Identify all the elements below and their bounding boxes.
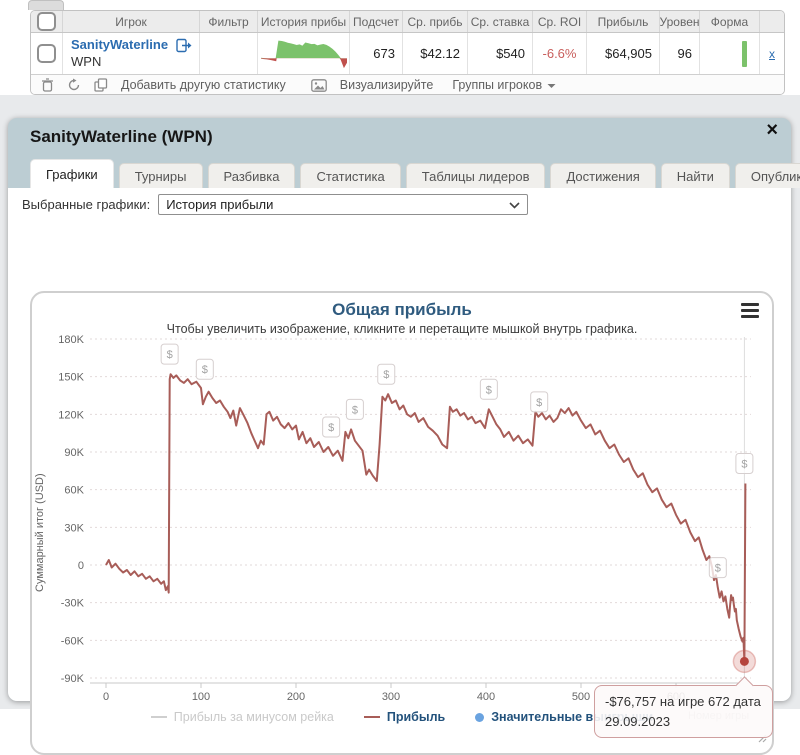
player-name-link[interactable]: SanityWaterline	[71, 37, 169, 53]
svg-text:$: $	[202, 364, 208, 376]
form-cell	[700, 33, 760, 74]
caret-down-icon	[547, 78, 556, 92]
svg-text:$: $	[383, 369, 389, 381]
svg-text:200: 200	[287, 691, 305, 703]
svg-text:-60K: -60K	[61, 635, 85, 647]
column-header-11[interactable]	[760, 11, 784, 32]
column-header-2[interactable]: Фильтр	[200, 11, 258, 32]
svg-text:180K: 180K	[58, 334, 84, 346]
filter-cell[interactable]	[200, 33, 258, 74]
chevron-down-icon	[509, 197, 520, 212]
form-indicator	[742, 40, 747, 67]
svg-text:60K: 60K	[64, 485, 84, 497]
svg-text:90K: 90K	[64, 447, 84, 459]
player-detail-panel: SanityWaterline (WPN) × Графики Турниры Ра…	[8, 118, 800, 755]
svg-text:$: $	[536, 397, 542, 409]
column-header-8[interactable]: Прибыль	[587, 11, 660, 32]
column-header-10[interactable]: Форма	[700, 11, 760, 32]
add-statistic-button[interactable]: Добавить другую статистику	[121, 78, 286, 92]
player-cell: SanityWaterline WPN	[63, 33, 200, 74]
tab-7[interactable]: Опубликовать	[734, 163, 800, 188]
profit-value: $64,905	[587, 33, 660, 74]
legend-line-symbol	[363, 716, 380, 718]
avg-profit-value: $42.12	[403, 33, 468, 74]
column-header-6[interactable]: Ср. ставка	[468, 11, 533, 32]
svg-text:100: 100	[192, 691, 210, 703]
legend-item-1[interactable]: Прибыль	[363, 710, 446, 724]
row-checkbox[interactable]	[37, 44, 56, 63]
count-value: 673	[350, 33, 403, 74]
svg-text:$: $	[486, 384, 492, 396]
avg-roi-value: -6.6%	[533, 33, 587, 74]
svg-text:300: 300	[382, 691, 400, 703]
svg-text:150K: 150K	[58, 372, 84, 384]
panel-body: Выбранные графики: История прибыли Общая…	[8, 188, 791, 755]
column-header-9[interactable]: Уровен	[660, 11, 700, 32]
svg-text:0: 0	[78, 560, 84, 572]
tab-2[interactable]: Разбивка	[207, 163, 296, 188]
clipped-element-stub	[28, 0, 64, 10]
chart-tooltip: -$76,757 на игре 672 дата 29.09.2023	[594, 676, 773, 738]
table-toolbar: Добавить другую статистику Визуализируйт…	[31, 75, 784, 94]
tooltip-line1: -$76,757 на игре 672 дата	[605, 694, 761, 709]
legend-item-0[interactable]: Прибыль за минусом рейка	[150, 710, 334, 724]
column-header-3[interactable]: История прибы	[258, 11, 350, 32]
tooltip-line2: 29.09.2023	[605, 713, 671, 729]
chart-plot-area[interactable]: 180K 150K 120K 90K 60K 30K 0 -30K -60K -90K 0 100 20…	[32, 293, 772, 753]
legend-label: Прибыль за минусом рейка	[173, 710, 334, 724]
avg-stake-value: $540	[468, 33, 533, 74]
svg-text:$: $	[167, 349, 173, 361]
profit-chart-card: Общая прибыль Чтобы увеличить изображени…	[30, 291, 774, 755]
panel-title: SanityWaterline (WPN)	[30, 127, 213, 146]
svg-text:$: $	[741, 459, 747, 471]
table-row: SanityWaterline WPN 673 $42.12 $540 -6.6…	[31, 33, 784, 75]
column-header-5[interactable]: Ср. прибь	[403, 11, 468, 32]
column-header-1[interactable]: Игрок	[63, 11, 200, 32]
svg-text:-30K: -30K	[61, 598, 85, 610]
close-button[interactable]: ×	[766, 119, 778, 141]
visualize-button[interactable]: Визуализируйте	[339, 78, 434, 92]
svg-text:0: 0	[103, 691, 109, 703]
tab-bar: Графики Турниры Разбивка Статистика Таблицы …	[30, 158, 800, 188]
profit-history-sparkline[interactable]	[258, 33, 350, 74]
chart-select-label: Выбранные графики:	[22, 197, 151, 212]
player-network: WPN	[71, 53, 102, 69]
chart-select[interactable]: История прибыли	[158, 194, 529, 215]
svg-text:120K: 120K	[58, 409, 84, 421]
legend-label: Прибыль	[386, 710, 446, 724]
column-header-7[interactable]: Ср. ROI	[533, 11, 587, 32]
player-groups-dropdown[interactable]: Группы игроков	[452, 78, 556, 92]
svg-text:500: 500	[572, 691, 590, 703]
copy-icon[interactable]	[94, 78, 108, 92]
tab-3[interactable]: Статистика	[300, 163, 401, 188]
chart-subtitle: Чтобы увеличить изображение, кликните и …	[166, 322, 638, 336]
trash-icon[interactable]	[41, 78, 54, 92]
column-header-0[interactable]	[31, 11, 63, 32]
players-table: Игрок Фильтр История прибы Подсчет Ср. прибь…	[30, 10, 785, 95]
legend-line-symbol	[150, 716, 167, 718]
svg-text:$: $	[715, 563, 721, 575]
chart-menu-button[interactable]	[741, 303, 759, 318]
sparkline-chart	[260, 40, 347, 68]
tab-6[interactable]: Найти	[660, 163, 730, 188]
refresh-icon[interactable]	[67, 78, 81, 92]
svg-text:30K: 30K	[64, 522, 84, 534]
remove-column-link[interactable]: x	[769, 46, 775, 61]
svg-text:400: 400	[477, 691, 495, 703]
table-header-row: Игрок Фильтр История прибы Подсчет Ср. прибь…	[31, 11, 784, 33]
tab-1[interactable]: Турниры	[118, 163, 203, 188]
tab-4[interactable]: Таблицы лидеров	[405, 163, 546, 188]
export-icon[interactable]	[176, 38, 193, 53]
tab-0[interactable]: Графики	[30, 159, 114, 188]
svg-text:$: $	[328, 422, 334, 434]
level-value: 96	[660, 33, 700, 74]
column-header-4[interactable]: Подсчет	[350, 11, 403, 32]
select-all-checkbox[interactable]	[37, 12, 56, 31]
svg-text:-90K: -90K	[61, 673, 85, 685]
svg-text:$: $	[352, 404, 358, 416]
tab-5[interactable]: Достижения	[550, 163, 656, 188]
chart-title: Общая прибыль	[332, 300, 472, 319]
legend-dot-symbol	[475, 712, 485, 722]
image-icon[interactable]	[310, 78, 327, 92]
